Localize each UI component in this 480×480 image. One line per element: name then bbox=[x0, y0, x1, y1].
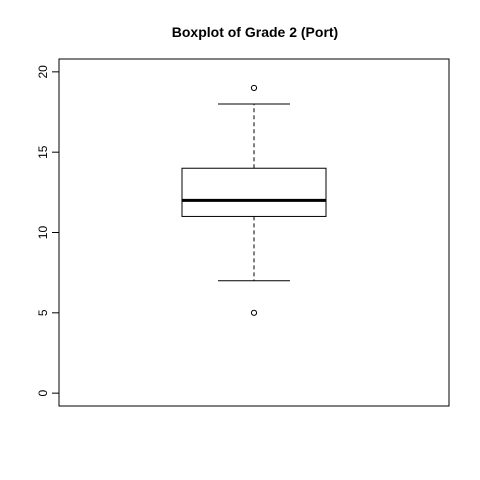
plot-layer: 0 5 10 15 20 bbox=[36, 58, 450, 407]
y-tick-label: 0 bbox=[36, 389, 50, 396]
y-tick-label: 5 bbox=[36, 309, 50, 316]
outlier-point bbox=[250, 309, 258, 316]
y-tick-label: 10 bbox=[36, 226, 50, 240]
y-tick-label: 15 bbox=[36, 145, 50, 159]
outlier-point bbox=[250, 84, 258, 92]
chart-title: Boxplot of Grade 2 (Port) bbox=[172, 24, 338, 40]
y-tick-label: 20 bbox=[36, 65, 50, 79]
interquartile-box bbox=[181, 167, 327, 217]
